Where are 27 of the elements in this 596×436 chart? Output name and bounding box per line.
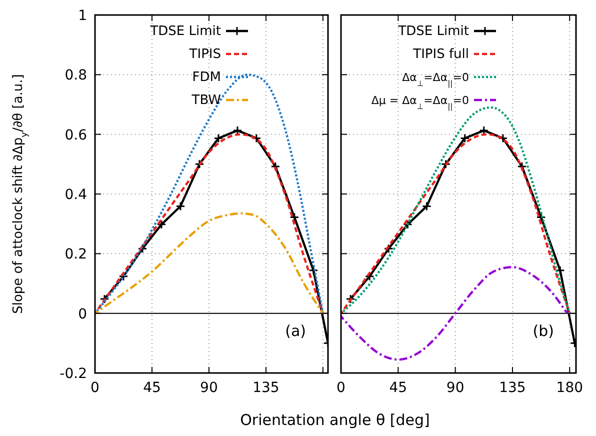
annotation: (b) [532,322,554,340]
legend-label: FDM [192,70,221,85]
annotation: (a) [285,322,306,340]
legend-label: TDSE Limit [397,24,469,39]
legend-label: TIPIS [188,47,221,62]
x-tick-label: 0 [336,380,346,396]
x-tick-label: 90 [446,380,464,396]
y-tick-label: 0.8 [64,68,87,84]
x-tick-label: 135 [499,380,526,396]
y-tick-label: 0.4 [64,187,88,203]
legend-label: TDSE Limit [149,24,221,39]
y-tick-label: -0.2 [60,366,87,382]
y-tick-label: 1 [78,8,87,24]
y-tick-label: 0.6 [64,127,88,144]
x-axis-title: Orientation angle θ [deg] [240,411,430,429]
x-tick-label: 45 [389,380,408,396]
legend-label: Δμ = Δα$_{⊥}$=Δα$_{||}$=0 [371,94,469,110]
x-tick-label: 0 [90,380,100,396]
legend-label: Δα$_{⊥}$=Δα$_{||}$=0 [402,71,469,88]
x-tick-label: 45 [143,380,161,396]
x-tick-label: 90 [200,380,218,396]
x-tick-label: 180 [556,380,584,396]
y-tick-label: 0.2 [64,246,87,263]
y-tick-label: 0 [78,306,87,322]
legend-label: TIPIS full [412,47,469,62]
x-tick-label: 135 [252,380,280,396]
legend-label: TBW [190,93,222,108]
